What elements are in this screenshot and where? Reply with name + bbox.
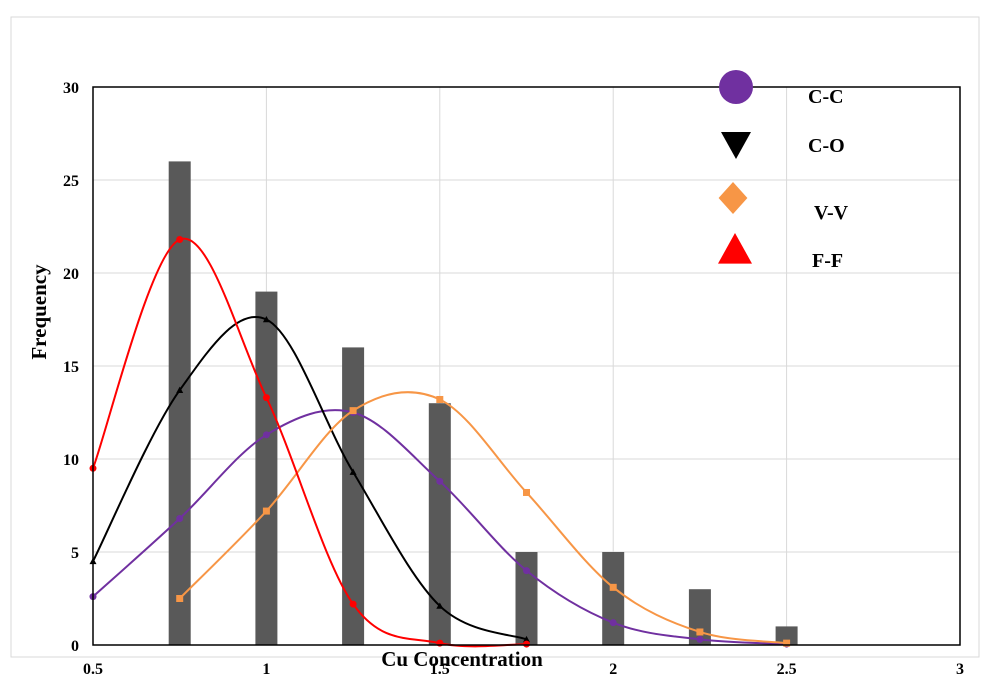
series-line (92, 316, 527, 641)
data-point (349, 407, 357, 415)
histogram-bar (428, 403, 451, 645)
x-axis-title: Cu Concentration (381, 647, 543, 671)
data-point (176, 386, 184, 393)
x-tick-label: 3 (956, 661, 964, 677)
x-tick-label: 0.5 (83, 661, 103, 677)
data-point (262, 394, 270, 402)
data-point (349, 600, 357, 608)
data-point (783, 639, 791, 647)
data-point (262, 507, 270, 515)
legend-label: V-V (814, 202, 849, 224)
legend-item: F-F (718, 233, 843, 272)
legend-label: C-O (808, 135, 845, 157)
data-point (523, 635, 530, 643)
legend: C-C C-O V-V F-F (718, 70, 849, 272)
legend-label: C-C (808, 86, 844, 108)
series-f-f (89, 236, 530, 648)
histogram-bar (602, 552, 625, 645)
histogram-bar (342, 347, 365, 645)
series-v-v (176, 391, 791, 647)
chart-frame (10, 16, 980, 658)
y-tick-label: 20 (63, 266, 79, 283)
histogram-bars (168, 161, 798, 645)
histogram-bar (515, 552, 538, 645)
x-tick-label: 2 (609, 661, 617, 677)
legend-item: V-V (718, 182, 849, 224)
data-point (523, 567, 530, 575)
series-line (92, 237, 527, 648)
data-point (176, 236, 184, 244)
data-point (262, 316, 270, 323)
data-point (262, 431, 270, 439)
y-tick-label: 30 (63, 80, 79, 97)
series-c-o (89, 316, 530, 643)
data-point (176, 515, 184, 523)
data-point (609, 619, 617, 627)
data-point (436, 395, 444, 403)
x-tick-label: 1.5 (430, 661, 450, 677)
data-point (349, 468, 357, 475)
histogram-bar (255, 291, 278, 645)
data-point (436, 602, 444, 609)
y-tick-label: 25 (63, 173, 79, 190)
legend-circle-icon (719, 70, 753, 104)
legend-triangle-down-icon (721, 132, 751, 159)
y-tick-label: 15 (63, 359, 79, 376)
y-tick-label: 10 (63, 452, 79, 469)
data-point (176, 595, 184, 602)
histogram-bar (775, 626, 798, 645)
legend-triangle-up-icon (718, 233, 752, 264)
legend-item: C-O (721, 132, 845, 159)
y-tick-label: 0 (71, 638, 79, 655)
data-point (523, 488, 530, 496)
series-curves (89, 236, 791, 648)
data-point (609, 583, 617, 591)
data-point (696, 635, 704, 643)
legend-diamond-icon (718, 182, 748, 214)
axes: 0 5 10 15 20 25 30 0.5 1 1.5 2 2.5 3 (63, 80, 964, 677)
x-tick-label: 2.5 (777, 661, 797, 677)
legend-label: F-F (812, 250, 843, 272)
data-point (696, 628, 704, 636)
x-tick-label: 1 (262, 661, 270, 677)
y-tick-label: 5 (71, 545, 79, 562)
plot-area-border (92, 86, 961, 646)
data-point (523, 640, 530, 648)
legend-item: C-C (719, 70, 844, 108)
data-point (436, 477, 444, 485)
y-axis-title: Frequency (27, 264, 51, 360)
